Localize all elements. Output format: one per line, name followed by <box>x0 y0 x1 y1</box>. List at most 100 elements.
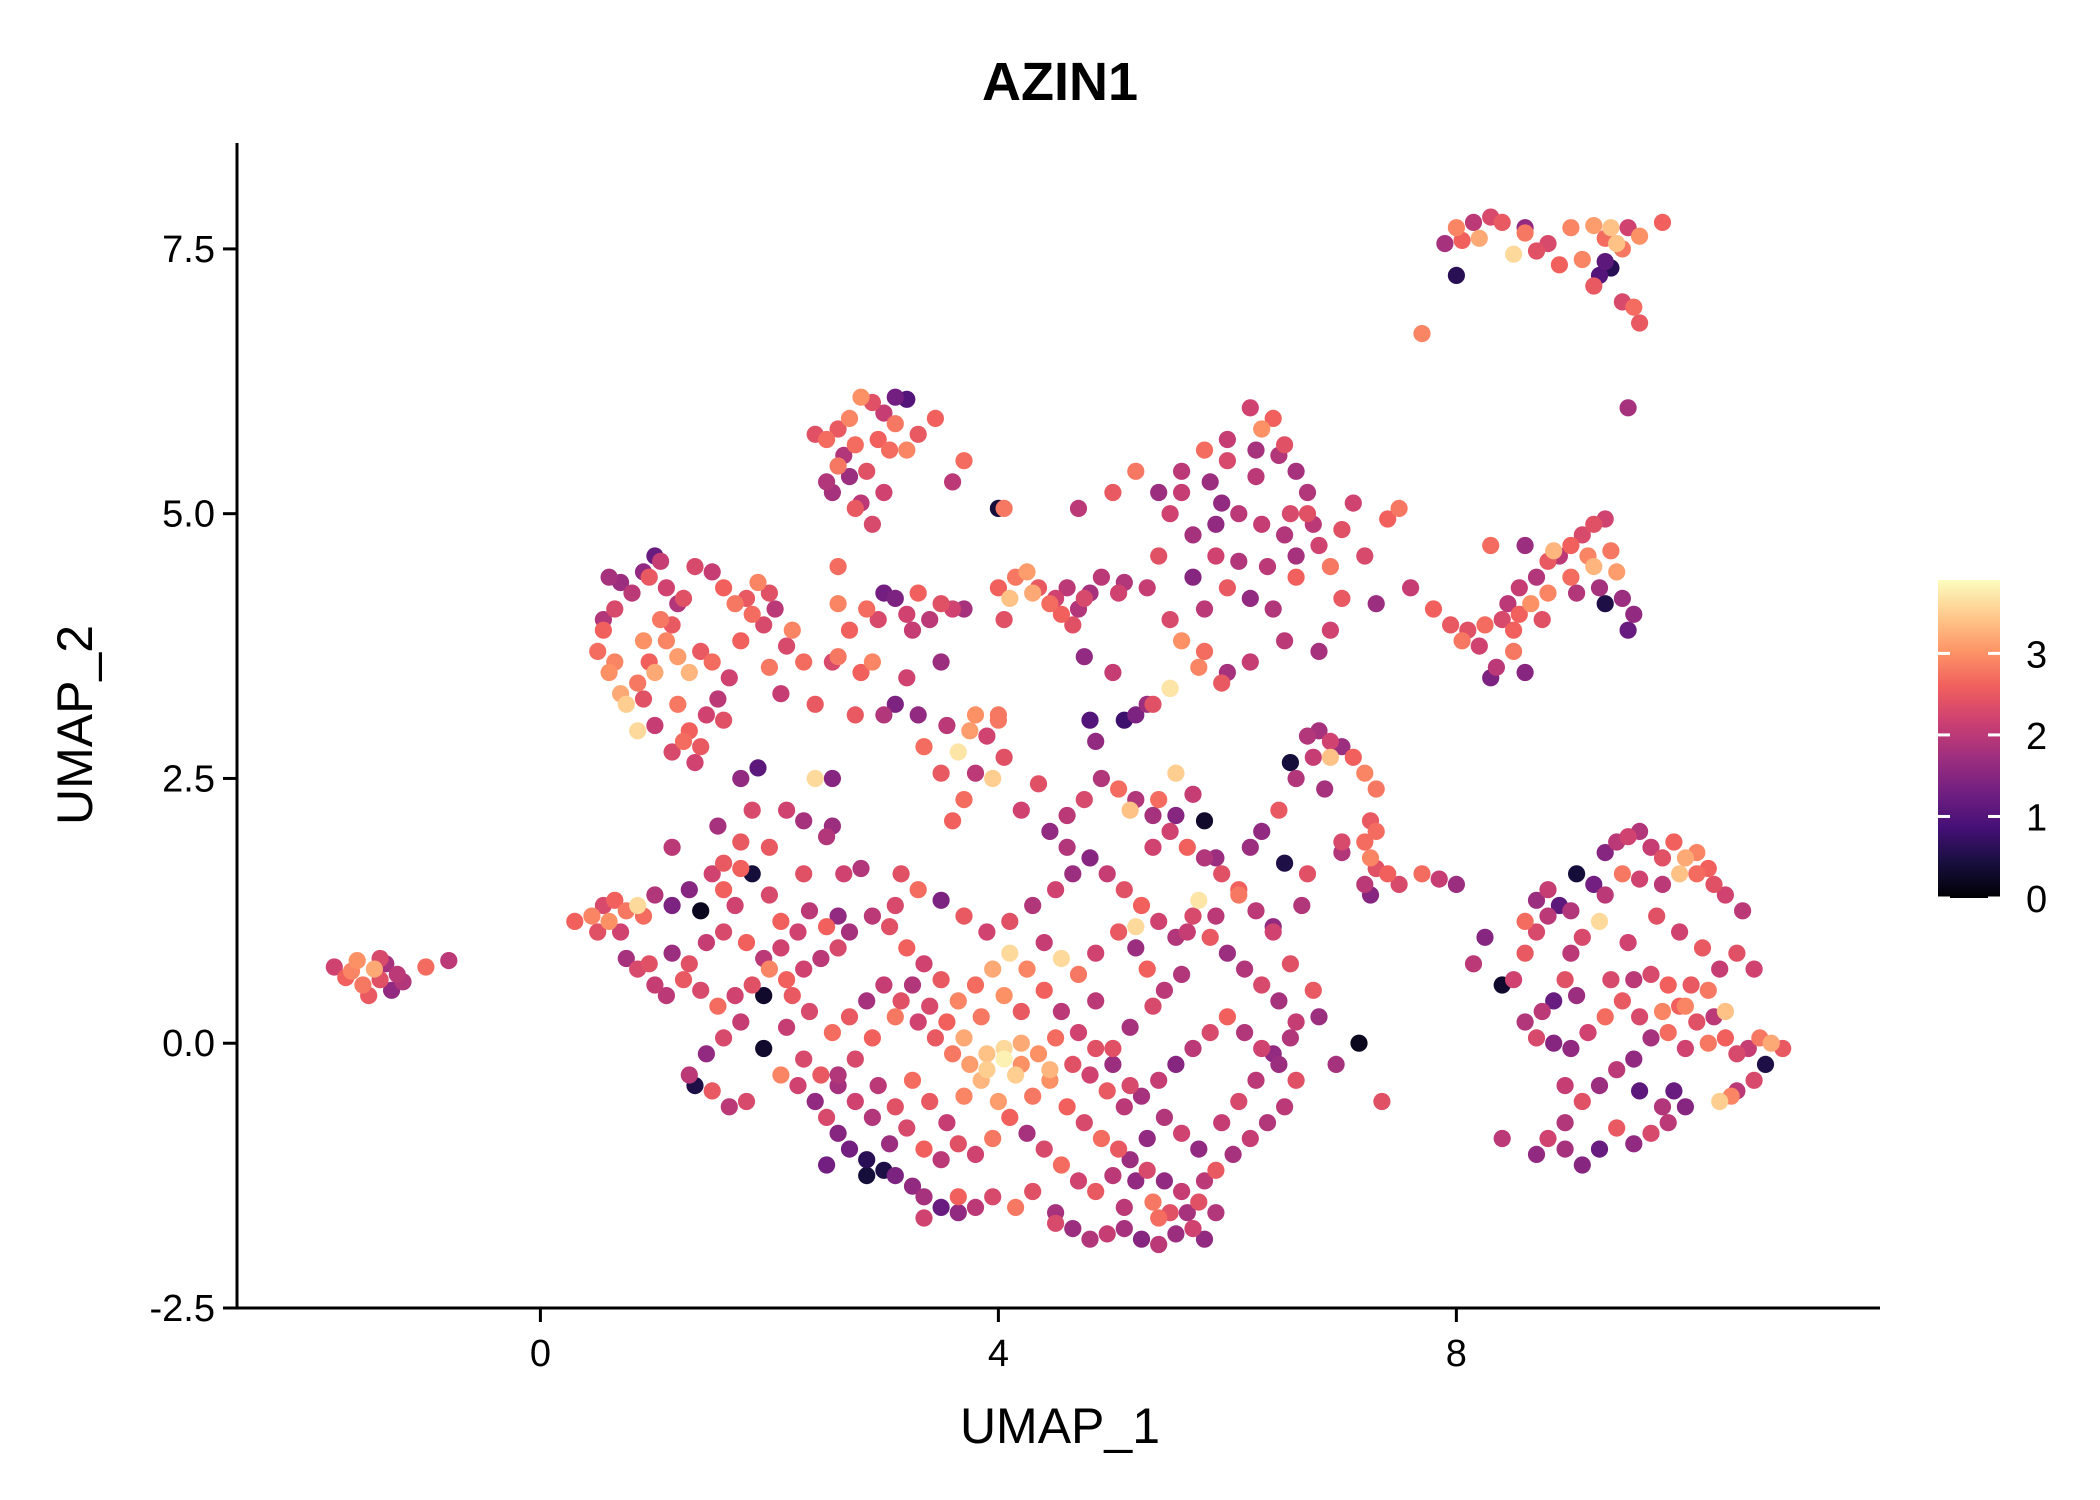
data-point-672 <box>1190 891 1208 909</box>
data-point-511 <box>806 1092 824 1111</box>
data-point-470 <box>789 923 807 941</box>
data-point-426 <box>1676 1098 1694 1116</box>
data-point-591 <box>1258 1114 1277 1132</box>
data-point-190 <box>726 595 744 613</box>
data-point-333 <box>1287 769 1305 788</box>
data-point-539 <box>1155 1172 1173 1190</box>
data-point-514 <box>840 1140 859 1158</box>
data-point-640 <box>1247 902 1265 920</box>
data-point-39 <box>1436 235 1454 253</box>
data-point-208 <box>692 642 710 661</box>
data-point-296 <box>1075 589 1093 608</box>
data-point-38 <box>1631 314 1649 332</box>
data-point-334 <box>1270 801 1288 819</box>
data-point-231 <box>806 695 824 713</box>
data-point-135 <box>1424 600 1443 618</box>
data-point-160 <box>1539 584 1557 602</box>
data-point-430 <box>1619 934 1637 952</box>
data-point-727 <box>892 865 910 883</box>
data-point-719 <box>858 1167 876 1185</box>
data-point-99 <box>1230 552 1248 570</box>
data-point-222 <box>594 621 613 639</box>
data-point-730 <box>795 865 813 883</box>
data-point-492 <box>697 934 716 952</box>
data-point-166 <box>1590 579 1609 597</box>
data-point-522 <box>966 1198 985 1216</box>
data-point-72 <box>898 441 916 459</box>
data-point-547 <box>1018 1124 1036 1142</box>
data-point-372 <box>1671 865 1689 883</box>
data-point-227 <box>720 669 738 687</box>
data-point-527 <box>1064 1220 1082 1238</box>
data-point-252 <box>886 695 904 713</box>
data-point-165 <box>1568 584 1586 602</box>
data-point-138 <box>1247 441 1265 459</box>
data-point-47 <box>1619 399 1637 417</box>
data-point-212 <box>634 690 653 708</box>
data-point-705 <box>1144 1193 1162 1211</box>
data-point-305 <box>1127 706 1145 724</box>
y-tick-label: 7.5 <box>162 229 215 271</box>
data-point-238 <box>760 658 779 676</box>
data-point-28 <box>1596 253 1614 271</box>
data-point-679 <box>995 987 1013 1005</box>
data-point-703 <box>1110 1140 1128 1158</box>
data-point-97 <box>1287 547 1305 565</box>
data-point-483 <box>692 981 710 999</box>
data-point-649 <box>1092 769 1110 788</box>
data-point-443 <box>1476 928 1494 946</box>
x-tick-label: 8 <box>1446 1333 1467 1375</box>
data-point-12 <box>417 958 435 976</box>
data-point-669 <box>1052 949 1070 968</box>
data-point-616 <box>909 881 927 899</box>
data-point-325 <box>1379 865 1397 883</box>
data-point-243 <box>898 605 916 623</box>
data-point-272 <box>795 812 813 830</box>
data-point-537 <box>1190 1193 1208 1211</box>
data-point-655 <box>1150 791 1168 809</box>
data-point-498 <box>800 1002 819 1021</box>
data-point-610 <box>932 971 950 989</box>
data-point-279 <box>840 621 859 639</box>
data-point-567 <box>909 1013 927 1031</box>
data-point-543 <box>1087 1182 1105 1201</box>
data-point-391 <box>1625 971 1643 989</box>
data-point-716 <box>978 1045 996 1063</box>
data-point-587 <box>1253 1039 1271 1058</box>
data-point-115 <box>1195 642 1214 661</box>
data-point-223 <box>606 600 624 618</box>
data-point-65 <box>926 409 945 427</box>
data-point-112 <box>1241 653 1259 671</box>
data-point-681 <box>955 1029 973 1047</box>
data-point-315 <box>1304 748 1322 766</box>
data-point-388 <box>1579 1024 1597 1042</box>
data-point-697 <box>1007 1066 1025 1084</box>
data-point-476 <box>812 949 830 968</box>
data-point-412 <box>1608 1061 1626 1079</box>
data-point-632 <box>1218 944 1236 962</box>
data-point-354 <box>1539 881 1557 899</box>
data-point-657 <box>1184 785 1202 803</box>
data-point-364 <box>1653 849 1672 867</box>
data-point-503 <box>680 1066 698 1084</box>
data-point-271 <box>823 769 842 788</box>
data-point-339 <box>1293 896 1311 915</box>
data-point-26 <box>1527 242 1546 260</box>
data-point-54 <box>886 388 904 406</box>
data-point-357 <box>1568 865 1586 883</box>
data-point-197 <box>732 632 750 650</box>
data-point-89 <box>1184 526 1202 544</box>
data-point-597 <box>1155 1108 1173 1126</box>
data-point-79 <box>1276 436 1294 454</box>
chart-title: AZIN1 <box>982 52 1138 112</box>
data-point-612 <box>898 939 916 957</box>
data-point-102 <box>1195 600 1214 618</box>
data-point-3 <box>354 976 372 994</box>
data-point-428 <box>1631 1082 1649 1100</box>
data-point-626 <box>1115 881 1133 899</box>
data-point-109 <box>1321 621 1339 639</box>
data-point-398 <box>1728 1045 1746 1063</box>
data-point-137 <box>1144 695 1162 713</box>
x-tick-label: 0 <box>530 1333 551 1375</box>
